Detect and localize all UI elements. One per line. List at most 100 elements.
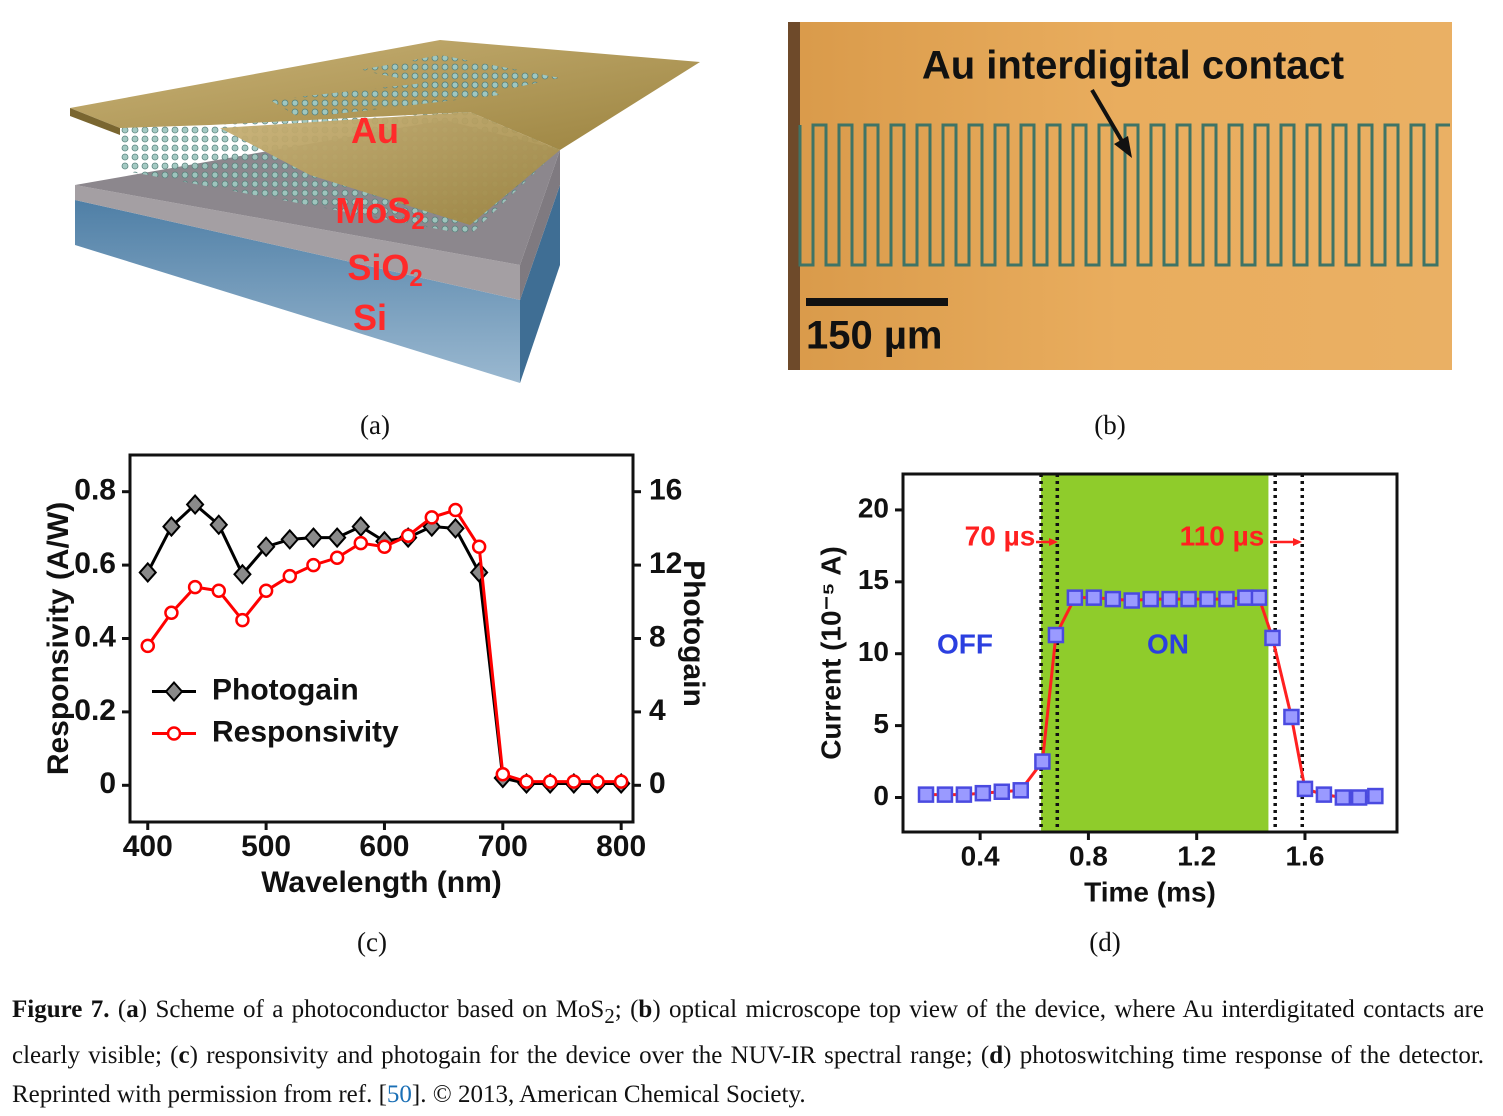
data-point: [351, 516, 371, 538]
data-point: [469, 561, 489, 583]
data-point: [1350, 789, 1368, 806]
layer-label: SiO2: [347, 247, 422, 293]
panel-label: (a): [360, 410, 390, 440]
data-point: [613, 774, 629, 789]
x-axis-title: Wavelength (nm): [261, 866, 502, 899]
data-point: [280, 528, 300, 550]
panel-label: (b): [1094, 410, 1125, 440]
legend-marker: [166, 726, 182, 741]
data-point: [140, 638, 156, 654]
annotation-arrowhead: [1293, 538, 1302, 546]
data-point: [1237, 589, 1254, 606]
layer-label: Au: [351, 110, 399, 151]
data-point: [1104, 590, 1122, 608]
data-point: [495, 767, 511, 782]
annotation: 110 µs: [1180, 520, 1265, 551]
data-point: [1283, 708, 1300, 726]
data-point: [162, 516, 181, 538]
au-front-edge: [70, 108, 120, 135]
layer-label-text: MoS: [335, 190, 411, 231]
x-tick-label: 1.2: [1177, 840, 1216, 871]
data-point: [566, 774, 582, 789]
data-point: [235, 612, 250, 628]
y-tick-label: 10: [858, 636, 889, 667]
panel-label: (d): [1089, 927, 1120, 957]
y-tick-label: 5: [873, 708, 889, 739]
figure-caption: Figure 7. (a) Scheme of a photoconductor…: [12, 990, 1484, 1114]
data-point: [993, 783, 1011, 800]
data-point: [936, 786, 954, 803]
panel-label: (c): [357, 927, 387, 957]
data-point: [377, 539, 392, 554]
caption-text: c: [178, 1042, 190, 1069]
data-point: [1315, 786, 1333, 803]
y-tick-label: 0.4: [74, 620, 116, 653]
x-tick-label: 800: [596, 830, 646, 863]
data-point: [164, 605, 179, 621]
y-axis-title: Current (10⁻⁵ A): [815, 546, 846, 760]
annotation-arrowhead: [1114, 136, 1132, 158]
y-tick-label: 0.6: [74, 547, 116, 580]
data-point: [1142, 590, 1159, 608]
y-tick-label: 0: [99, 767, 116, 800]
data-point: [542, 774, 558, 789]
au-window: [360, 55, 560, 95]
plot-frame: [901, 472, 1399, 834]
caption-text: ) optical microscope top view of the dev…: [12, 996, 1484, 1069]
x-tick-label: 600: [359, 830, 409, 863]
y-tick-label: 20: [858, 492, 889, 523]
data-point: [209, 514, 229, 536]
au-finger: [220, 112, 560, 225]
y2-tick-label: 4: [649, 694, 666, 727]
y-tick-label: 15: [858, 564, 889, 595]
data-point: [1218, 590, 1235, 608]
layer-label: MoS2: [335, 190, 424, 236]
device-scheme: [70, 40, 700, 383]
data-point: [1034, 753, 1051, 770]
data-point: [187, 579, 203, 595]
data-point: [256, 536, 276, 558]
y2-tick-label: 8: [649, 620, 666, 653]
data-point: [306, 557, 321, 573]
data-point: [327, 527, 347, 549]
caption-text: ]. © 2013, American Chemical Society.: [411, 1081, 806, 1108]
data-point: [1047, 626, 1065, 644]
si-left-face: [75, 200, 520, 383]
interdigital-pattern: [798, 123, 1450, 267]
data-point: [917, 786, 935, 803]
data-point: [1012, 782, 1029, 799]
layer-label-text: SiO: [347, 247, 409, 288]
data-point: [1180, 590, 1197, 608]
data-point: [258, 583, 274, 599]
caption-text: 2: [604, 1004, 615, 1028]
layer-label-text: Au: [351, 110, 399, 151]
caption-text: d: [989, 1042, 1004, 1069]
legend-label: Responsivity: [212, 715, 399, 748]
annotation: OFF: [937, 628, 993, 659]
data-point: [1161, 590, 1178, 608]
shaded-region: [1041, 474, 1269, 832]
data-point: [955, 786, 973, 803]
au-window: [270, 78, 500, 118]
x-tick-label: 0.8: [1069, 840, 1108, 871]
micrograph-annotation: Au interdigital contact: [922, 44, 1344, 88]
reference-link[interactable]: 50: [386, 1081, 412, 1108]
data-point: [282, 568, 298, 584]
scale-bar-label: 150 µm: [806, 314, 942, 358]
caption-label: Figure 7.: [12, 996, 110, 1023]
chart: 0.4 0.8 1.2 1.6 0 5 10 15 20 Time (ms) Current (10…: [815, 472, 1399, 907]
caption-text: b: [638, 996, 653, 1023]
data-point: [233, 563, 252, 585]
data-point: [353, 535, 369, 551]
data-point: [1334, 789, 1352, 806]
y-tick-label: 0.8: [74, 474, 116, 507]
layer-label-text: Si: [353, 297, 387, 338]
legend-marker: [164, 680, 184, 703]
data-point: [1123, 592, 1140, 609]
data-point: [519, 774, 534, 789]
si-right-face: [520, 185, 560, 383]
y-axis-title: Responsivity (A/W): [42, 502, 75, 775]
